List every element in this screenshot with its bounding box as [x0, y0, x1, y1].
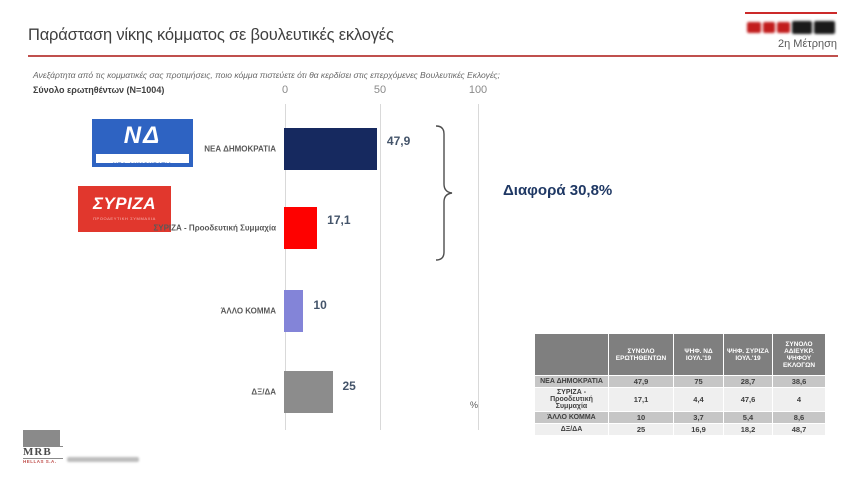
nd-logo-caption: ΝΕΑ ΔΗΜΟΚΡΑΤΙΑ — [112, 163, 173, 169]
gridline-100 — [478, 104, 479, 430]
nd-logo-glyph: ΝΔ — [123, 122, 162, 149]
measurement-label: 2η Μέτρηση — [778, 38, 837, 50]
mrb-logo-block — [23, 430, 60, 446]
axis-unit-label: % — [470, 400, 479, 410]
col-header-syriza-voters: ΨΗΦ. ΣΥΡΙΖΑ ΙΟΥΛ.'19 — [723, 333, 773, 376]
value-dx-da: 25 — [342, 379, 356, 393]
logo-shape — [747, 21, 761, 33]
logo-shape — [814, 20, 835, 34]
col-header-nd-voters: ΨΗΦ. ΝΔ ΙΟΥΛ.'19 — [673, 333, 724, 376]
gridline-50 — [380, 104, 381, 430]
col-header-total: ΣΥΝΟΛΟ ΕΡΩΤΗΘΕΝΤΩΝ — [608, 333, 674, 376]
brand-logo: 2η Μέτρηση — [745, 12, 837, 54]
mrb-logo-name: MRB — [23, 446, 63, 459]
page-title: Παράσταση νίκης κόμματος σε βουλευτικές … — [28, 26, 394, 44]
table-header-row: ΣΥΝΟΛΟ ΕΡΩΤΗΘΕΝΤΩΝ ΨΗΦ. ΝΔ ΙΟΥΛ.'19 ΨΗΦ.… — [534, 333, 826, 376]
table-row: ΝΕΑ ΔΗΜΟΚΡΑΤΙΑ 47,9 75 28,7 38,6 — [534, 375, 826, 388]
x-tick-50: 50 — [373, 84, 387, 96]
title-underline — [28, 55, 838, 57]
x-tick-100: 100 — [468, 84, 488, 96]
mrb-logo: MRB HELLAS S.A. — [23, 430, 139, 464]
difference-brace — [435, 125, 453, 261]
logo-shape — [792, 20, 812, 34]
bar-label-nea-dimokratia: ΝΕΑ ΔΗΜΟΚΡΑΤΙΑ — [204, 144, 276, 154]
value-allo-komma: 10 — [313, 298, 327, 312]
x-tick-0: 0 — [281, 84, 289, 96]
col-header-undecided: ΣΥΝΟΛΟ ΑΔΙΕΥΚΡ. ΨΗΦΟΥ ΕΚΛΟΓΩΝ — [772, 333, 826, 376]
bar-nea-dimokratia — [284, 128, 377, 170]
syriza-logo-text: ΣΥΡΙΖΑ — [92, 194, 157, 213]
value-nea-dimokratia: 47,9 — [386, 134, 411, 148]
table-row: ΆΛΛΟ ΚΟΜΜΑ 10 3,7 5,4 8,6 — [534, 411, 826, 424]
bar-allo-komma — [284, 290, 304, 332]
difference-annotation: Διαφορά 30,8% — [503, 182, 613, 199]
value-syriza: 17,1 — [327, 213, 351, 227]
crosstab-table: ΣΥΝΟΛΟ ΕΡΩΤΗΘΕΝΤΩΝ ΨΗΦ. ΝΔ ΙΟΥΛ.'19 ΨΗΦ.… — [534, 333, 826, 436]
brand-topline — [745, 12, 837, 14]
gridline-0 — [285, 104, 286, 430]
syriza-logo: ΣΥΡΙΖΑ ΠΡΟΟΔΕΥΤΙΚΗ ΣΥΜΜΑΧΙΑ — [78, 186, 171, 232]
table-row: ΣΥΡΙΖΑ - Προοδευτική Συμμαχία 17,1 4,4 4… — [534, 387, 826, 412]
syriza-logo-subtext: ΠΡΟΟΔΕΥΤΙΚΗ ΣΥΜΜΑΧΙΑ — [93, 216, 156, 221]
bar-dx-da — [284, 371, 333, 413]
logo-shape — [763, 21, 775, 33]
bar-label-allo-komma: ΆΛΛΟ ΚΟΜΜΑ — [220, 306, 276, 316]
nea-dimokratia-logo: ΝΔ ΝΕΑ ΔΗΜΟΚΡΑΤΙΑ — [93, 120, 192, 169]
logo-shape — [777, 21, 790, 33]
bar-label-dx-da: ΔΞ/ΔΑ — [251, 387, 276, 397]
survey-question: Ανεξάρτητα από τις κομματικές σας προτιμ… — [33, 70, 500, 80]
mrb-logo-sub: HELLAS S.A. — [23, 459, 57, 464]
brand-logo-glyphs — [747, 19, 837, 35]
table-row: ΔΞ/ΔΑ 25 16,9 18,2 48,7 — [534, 423, 826, 436]
sample-base-label: Σύνολο ερωτηθέντων (N=1004) — [33, 85, 165, 95]
table-corner-cell — [534, 333, 609, 376]
bar-label-syriza: ΣΥΡΙΖΑ - Προοδευτική Συμμαχία — [153, 223, 276, 233]
bar-syriza — [284, 207, 318, 249]
mrb-slogan-blur — [67, 457, 139, 462]
